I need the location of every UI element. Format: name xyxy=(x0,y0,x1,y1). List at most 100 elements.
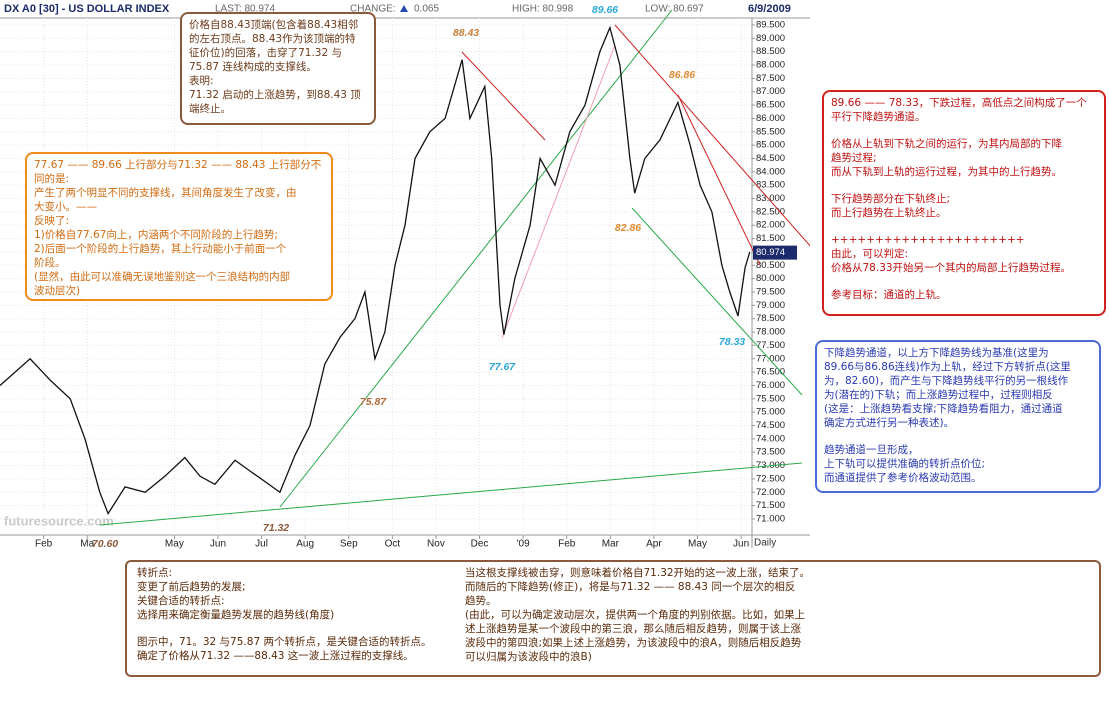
y-tick-label: 72.500 xyxy=(756,473,785,484)
y-tick-label: 80.500 xyxy=(756,260,785,271)
y-tick-label: 82.500 xyxy=(756,206,785,217)
note-line: 当这根支撑线被击穿，则意味着价格自71.32开始的这一波上涨，结束了。 xyxy=(465,567,811,579)
note-line: 价格从78.33开始另一个其内的局部上行趋势过程。 xyxy=(831,262,1072,274)
note-line: 关键合适的转折点: xyxy=(137,595,225,607)
note-box: 转折点: 变更了前后趋势的发展; 关键合适的转折点: 选择用来确定衡量趋势发展的趋势线… xyxy=(130,562,450,672)
note-line: 的左右顶点。88.43作为该顶端的特 xyxy=(189,33,356,45)
note-paragraph: 参考目标：通道的上轨。 xyxy=(831,288,1097,302)
y-tick-label: 89.000 xyxy=(756,33,785,44)
note-box: 下降趋势通道，以上方下降趋势线为基准(这里为 89.66与86.86连线)作为上轨… xyxy=(815,340,1101,493)
x-tick-label: May xyxy=(688,539,707,550)
x-tick-label: Aug xyxy=(296,539,314,550)
y-tick-label: 85.500 xyxy=(756,126,785,137)
note-line: 趋势。 xyxy=(465,595,497,607)
x-tick-label: '09 xyxy=(517,539,530,550)
note-box: 77.67 —— 89.66 上行部分与71.32 —— 88.43 上行部分不… xyxy=(25,152,333,301)
note-line: 趋势通道一旦形成， xyxy=(824,444,919,456)
y-tick-label: 72.000 xyxy=(756,487,785,498)
y-tick-label: 87.000 xyxy=(756,86,785,97)
change: 0.065 xyxy=(414,4,439,15)
note-line: 1)价格自77.67向上，内涵两个不同阶段的上行趋势; xyxy=(34,229,278,241)
note-line: 上下轨可以提供准确的转折点价位; xyxy=(824,458,986,470)
note-paragraph: 当这根支撑线被击穿，则意味着价格自71.32开始的这一波上涨，结束了。 而随后的下… xyxy=(465,566,851,664)
y-tick-label: 80.000 xyxy=(756,273,785,284)
note-line: 为(潜在的)下轨；而上涨趋势过程中，过程则相反 xyxy=(824,389,1053,401)
note-line: 征价位)的回落，击穿了71.32 与 xyxy=(189,47,342,59)
note-box: 当这根支撑线被击穿，则意味着价格自71.32开始的这一波上涨，结束了。 而随后的下… xyxy=(458,562,858,672)
y-tick-label: 75.000 xyxy=(756,407,785,418)
resistance-line xyxy=(461,51,546,141)
price-annotation: 82.86 xyxy=(615,222,641,234)
price-annotation: 75.87 xyxy=(360,396,387,408)
y-tick-label: 81.500 xyxy=(756,233,785,244)
note-line: 转折点: xyxy=(137,567,173,579)
note-line: 选择用来确定衡量趋势发展的趋势线(角度) xyxy=(137,609,335,621)
note-line: 2)后面一个阶段的上行趋势，其上行动能小于前面一个 xyxy=(34,243,287,255)
note-paragraph: 转折点: 变更了前后趋势的发展; 关键合适的转折点: 选择用来确定衡量趋势发展的趋势线… xyxy=(137,566,443,622)
note-line: 图示中，71。32 与75.87 两个转折点，是关键合适的转折点。 xyxy=(137,636,432,648)
high: HIGH: 80.998 xyxy=(512,4,574,15)
y-tick-label: 86.000 xyxy=(756,113,785,124)
note-paragraph: 89.66 —— 78.33，下跌过程，高低点之间构成了一个 平行下降趋势通道。 xyxy=(831,96,1097,124)
symbol: DX A0 [30] - US DOLLAR INDEX xyxy=(4,3,170,15)
y-tick-label: 77.000 xyxy=(756,353,785,364)
long-support-line xyxy=(99,462,803,526)
note-line: 参考目标：通道的上轨。 xyxy=(831,289,947,301)
price-annotation: 71.32 xyxy=(263,522,289,534)
note-line: ++++++++++++++++++++++ xyxy=(831,234,1025,246)
last-price-label: 80.974 xyxy=(756,247,785,258)
last: LAST: 80.974 xyxy=(215,4,275,15)
change-label: CHANGE: xyxy=(350,4,396,15)
x-tick-label: Oct xyxy=(385,539,401,550)
y-tick-label: 84.000 xyxy=(756,166,785,177)
note-line: 而通道提供了参考价格波动范围。 xyxy=(824,472,982,484)
date: 6/9/2009 xyxy=(748,3,791,15)
note-paragraph: ++++++++++++++++++++++ 由此，可以判定: 价格从78.33开始… xyxy=(831,233,1097,275)
channel-lower xyxy=(631,207,803,396)
price-line xyxy=(0,25,751,516)
note-line: 波动层次) xyxy=(34,285,81,297)
x-tick-label: May xyxy=(165,539,184,550)
note-line: 波段中的第四浪;如果上述上涨趋势，为该波段中的浪A，则随后相反趋势 xyxy=(465,637,802,649)
note-line: 由此，可以判定: xyxy=(831,248,909,260)
y-tick-label: 83.500 xyxy=(756,180,785,191)
note-line: (这是：上涨趋势看支撑;下降趋势看阻力，通过通道 xyxy=(824,403,1063,415)
note-box: 89.66 —— 78.33，下跌过程，高低点之间构成了一个 平行下降趋势通道。价… xyxy=(822,90,1106,316)
x-tick-label: Nov xyxy=(427,539,445,550)
y-tick-label: 86.500 xyxy=(756,100,785,111)
note-line: 下降趋势通道，以上方下降趋势线为基准(这里为 xyxy=(824,347,1049,359)
note-line: 为，82.60)，而产生与下降趋势线平行的另一根线作 xyxy=(824,375,1069,387)
y-tick-label: 87.500 xyxy=(756,73,785,84)
x-tick-label: Ma xyxy=(80,539,94,550)
price-annotation: 89.66 xyxy=(592,4,618,16)
support-line xyxy=(279,9,673,508)
y-tick-label: 83.000 xyxy=(756,193,785,204)
y-tick-label: 71.000 xyxy=(756,513,785,524)
note-line: 反映了: xyxy=(34,215,70,227)
note-line: 可以归属为该波段中的浪B) xyxy=(465,651,592,663)
price-annotation: 78.33 xyxy=(719,336,745,348)
note-line: 下行趋势部分在下轨终止; xyxy=(831,193,951,205)
note-line: 而上行趋势在上轨终止。 xyxy=(831,207,947,219)
x-tick-label: Jun xyxy=(733,539,749,550)
note-line: (显然，由此可以准确无误地鉴别这一个三浪结构的内部 xyxy=(34,271,291,283)
x-tick-label: Mar xyxy=(602,539,620,550)
y-tick-label: 78.000 xyxy=(756,327,785,338)
note-line: 同的是: xyxy=(34,173,70,185)
y-tick-label: 79.500 xyxy=(756,287,785,298)
y-tick-label: 84.500 xyxy=(756,153,785,164)
trend-lines xyxy=(99,9,810,526)
price-annotation: 70.60 xyxy=(92,538,118,550)
note-paragraph: 77.67 —— 89.66 上行部分与71.32 —— 88.43 上行部分不… xyxy=(34,158,324,298)
y-tick-label: 74.000 xyxy=(756,433,785,444)
x-tick-label: Feb xyxy=(35,539,53,550)
x-tick-label: Jul xyxy=(255,539,268,550)
note-line: (由此，可以为确定波动层次，提供两一个角度的判别依据。比如，如果上 xyxy=(465,609,806,621)
y-tick-label: 76.000 xyxy=(756,380,785,391)
y-tick-label: 76.500 xyxy=(756,367,785,378)
note-line: 89.66 —— 78.33，下跌过程，高低点之间构成了一个 xyxy=(831,97,1087,109)
bottom-note-box xyxy=(125,560,1101,677)
y-tick-label: 71.500 xyxy=(756,500,785,511)
note-line: 77.67 —— 89.66 上行部分与71.32 —— 88.43 上行部分不 xyxy=(34,159,322,171)
